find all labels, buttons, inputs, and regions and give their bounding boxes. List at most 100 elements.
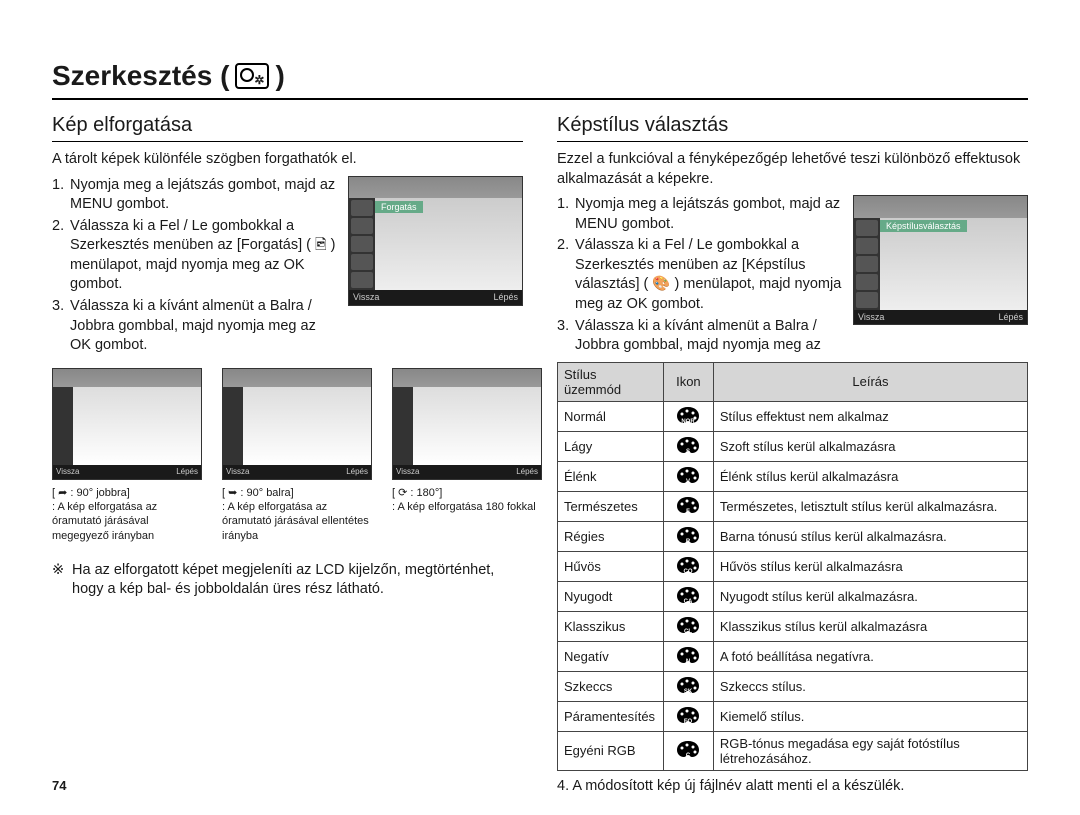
thumb-90-left: VisszaLépés: [222, 368, 372, 480]
thumb-180: Vissza Lépés: [392, 368, 542, 480]
cell-desc: Szoft stílus kerül alkalmazásra: [713, 431, 1027, 461]
page-title-close: ): [275, 60, 284, 92]
cell-mode: Normál: [558, 401, 664, 431]
rotate-step-3: Válassza ki a kívánt almenüt a Balra / J…: [70, 297, 340, 356]
th-icon: Ikon: [663, 362, 713, 401]
style-screenshot: Képstílusválasztás Vissza Lépés: [853, 195, 1028, 325]
cell-desc: Kiemelő stílus.: [713, 701, 1027, 731]
cell-desc: A fotó beállítása negatívra.: [713, 641, 1027, 671]
cell-icon: R: [663, 521, 713, 551]
cell-icon: C: [663, 731, 713, 770]
table-row: Negatív N A fotó beállítása negatívra.: [558, 641, 1028, 671]
cell-mode: Egyéni RGB: [558, 731, 664, 770]
rotate-step-2: Válassza ki a Fel / Le gombokkal a Szerk…: [70, 217, 340, 295]
left-column: Kép elforgatása A tárolt képek különféle…: [52, 114, 523, 802]
svg-text:V: V: [686, 479, 690, 484]
thumb-foot-r: Lépés: [176, 467, 198, 476]
cell-mode: Lágy: [558, 431, 664, 461]
table-row: Élénk V Élénk stílus kerül alkalmazásra: [558, 461, 1028, 491]
rotate-intro: A tárolt képek különféle szögben forgath…: [52, 150, 523, 170]
th-mode: Stílus üzemmód: [558, 362, 664, 401]
table-row: Szkeccs SK Szkeccs stílus.: [558, 671, 1028, 701]
screenshot-label: Forgatás: [375, 201, 423, 213]
thumb-cap-body-1: : A kép elforgatása az óramutató járásáv…: [52, 500, 202, 543]
cell-mode: Hűvös: [558, 551, 664, 581]
section-title-style: Képstílus választás: [557, 114, 1028, 142]
cell-mode: Negatív: [558, 641, 664, 671]
svg-text:CO: CO: [684, 569, 693, 574]
cell-desc: Nyugodt stílus kerül alkalmazásra.: [713, 581, 1027, 611]
palette-icon: R: [675, 526, 701, 544]
ss-foot-left-r: Vissza: [858, 312, 884, 322]
palette-icon: NOR: [675, 406, 701, 424]
cell-desc: Klasszikus stílus kerül alkalmazásra: [713, 611, 1027, 641]
cell-mode: Természetes: [558, 491, 664, 521]
rotate-thumbnails: VisszaLépés [ ➦ : 90° jobbra] : A kép el…: [52, 368, 523, 543]
palette-icon: SK: [675, 676, 701, 694]
page-number: 74: [52, 778, 66, 793]
svg-text:R: R: [686, 539, 691, 544]
palette-icon: F: [675, 496, 701, 514]
table-row: Páramentesítés FO Kiemelő stílus.: [558, 701, 1028, 731]
table-row: Régies R Barna tónusú stílus kerül alkal…: [558, 521, 1028, 551]
style-screenshot-label: Képstílusválasztás: [880, 220, 967, 232]
svg-text:CA: CA: [684, 599, 693, 604]
thumb-cap-body-3: : A kép elforgatása 180 fokkal: [392, 500, 542, 514]
cell-icon: FO: [663, 701, 713, 731]
svg-text:SK: SK: [684, 689, 693, 694]
th-desc: Leírás: [713, 362, 1027, 401]
cell-icon: SK: [663, 671, 713, 701]
style-table-body: Normál NOR Stílus effektust nem alkalmaz…: [558, 401, 1028, 770]
thumb-foot-r: Lépés: [516, 467, 538, 476]
palette-icon: CO: [675, 556, 701, 574]
thumb-90-right: VisszaLépés: [52, 368, 202, 480]
note-text: Ha az elforgatott képet megjeleníti az L…: [72, 561, 523, 600]
table-row: Nyugodt CA Nyugodt stílus kerül alkalmaz…: [558, 581, 1028, 611]
svg-text:F: F: [687, 509, 691, 514]
cell-icon: NOR: [663, 401, 713, 431]
svg-text:C: C: [686, 753, 691, 758]
cell-desc: Stílus effektust nem alkalmaz: [713, 401, 1027, 431]
thumb-foot-l: Vissza: [396, 467, 419, 476]
cell-icon: CA: [663, 581, 713, 611]
palette-icon: V: [675, 466, 701, 484]
style-step-3: Válassza ki a kívánt almenüt a Balra / J…: [575, 317, 845, 356]
cell-desc: Hűvös stílus kerül alkalmazásra: [713, 551, 1027, 581]
cell-mode: Páramentesítés: [558, 701, 664, 731]
cell-icon: N: [663, 641, 713, 671]
style-footer-step: 4. A módosított kép új fájlnév alatt men…: [557, 777, 1028, 797]
palette-icon: CL: [675, 616, 701, 634]
edit-mode-icon: [235, 63, 269, 89]
cell-desc: Élénk stílus kerül alkalmazásra: [713, 461, 1027, 491]
style-steps: 1.Nyomja meg a lejátszás gombot, majd az…: [557, 195, 845, 358]
section-title-rotate: Kép elforgatása: [52, 114, 523, 142]
cell-icon: V: [663, 461, 713, 491]
cell-icon: CO: [663, 551, 713, 581]
table-row: Egyéni RGB C RGB-tónus megadása egy sajá…: [558, 731, 1028, 770]
table-row: Természetes F Természetes, letisztult st…: [558, 491, 1028, 521]
palette-icon: S: [675, 436, 701, 454]
cell-desc: Természetes, letisztult stílus kerül alk…: [713, 491, 1027, 521]
cell-mode: Szkeccs: [558, 671, 664, 701]
ss-foot-right: Lépés: [493, 292, 518, 302]
cell-mode: Nyugodt: [558, 581, 664, 611]
palette-icon: CA: [675, 586, 701, 604]
palette-icon: FO: [675, 706, 701, 724]
style-table: Stílus üzemmód Ikon Leírás Normál NOR St…: [557, 362, 1028, 771]
table-row: Lágy S Szoft stílus kerül alkalmazásra: [558, 431, 1028, 461]
thumb-cap-head-1: [ ➦ : 90° jobbra]: [52, 486, 202, 500]
cell-mode: Régies: [558, 521, 664, 551]
thumb-foot-l: Vissza: [226, 467, 249, 476]
rotate-note: ※ Ha az elforgatott képet megjeleníti az…: [52, 561, 523, 600]
rotate-step-1: Nyomja meg a lejátszás gombot, majd az M…: [70, 176, 340, 215]
palette-icon: N: [675, 646, 701, 664]
rotate-screenshot: Forgatás Vissza Lépés: [348, 176, 523, 306]
svg-text:FO: FO: [684, 719, 693, 724]
right-column: Képstílus választás Ezzel a funkcióval a…: [557, 114, 1028, 802]
thumb-cap-head-2: [ ➥ : 90° balra]: [222, 486, 372, 500]
svg-text:S: S: [686, 449, 690, 454]
page-title: Szerkesztés ( ): [52, 60, 1028, 100]
style-step-2: Válassza ki a Fel / Le gombokkal a Szerk…: [575, 236, 845, 314]
cell-icon: CL: [663, 611, 713, 641]
svg-text:NOR: NOR: [682, 419, 696, 424]
